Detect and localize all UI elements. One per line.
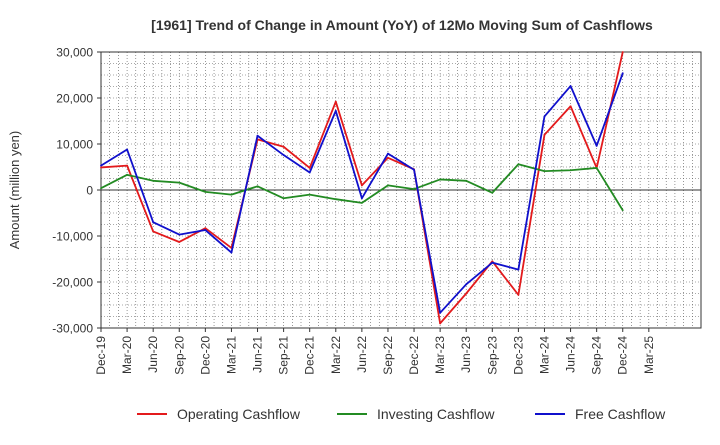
data-point-free-cashflow: [360, 197, 363, 200]
data-point-operating-cashflow: [517, 293, 520, 296]
x-tick-label: Sep-22: [381, 336, 395, 375]
data-point-operating-cashflow: [387, 156, 389, 159]
data-point-free-cashflow: [204, 229, 207, 231]
series-lines: [100, 51, 624, 325]
data-point-investing-cashflow: [282, 197, 285, 200]
y-axis-label: Amount (million yen): [7, 131, 22, 250]
data-point-investing-cashflow: [595, 167, 598, 169]
x-tick-label: Dec-23: [511, 336, 525, 375]
x-tick-label: Sep-20: [172, 336, 186, 375]
data-point-investing-cashflow: [439, 178, 442, 181]
data-point-operating-cashflow: [465, 292, 468, 295]
data-point-free-cashflow: [230, 251, 233, 254]
x-tick-label: Mar-22: [329, 336, 343, 374]
y-tick-label: 20,000: [56, 92, 93, 106]
data-point-operating-cashflow: [491, 260, 494, 263]
x-tick-label: Jun-20: [146, 336, 160, 373]
legend-label-operating-cashflow: Operating Cashflow: [177, 406, 301, 422]
data-point-investing-cashflow: [334, 198, 337, 201]
data-point-investing-cashflow: [204, 190, 207, 193]
data-point-free-cashflow: [256, 134, 259, 137]
y-tick-label: -30,000: [52, 322, 93, 336]
data-point-investing-cashflow: [387, 184, 389, 187]
data-point-investing-cashflow: [621, 209, 624, 212]
x-tick-label: Sep-23: [485, 336, 499, 375]
data-point-investing-cashflow: [491, 191, 494, 194]
y-axis-ticks: 30,000 20,000 10,000 0 -10,000 -20,000 -30,000: [52, 46, 101, 336]
data-point-operating-cashflow: [308, 167, 311, 169]
data-point-operating-cashflow: [178, 241, 181, 243]
data-point-investing-cashflow: [100, 187, 102, 190]
data-point-free-cashflow: [621, 72, 624, 75]
data-point-investing-cashflow: [230, 193, 233, 196]
x-tick-label: Mar-20: [120, 336, 134, 374]
x-tick-label: Dec-24: [616, 336, 630, 375]
x-tick-label: Sep-21: [277, 336, 291, 375]
legend-label-investing-cashflow: Investing Cashflow: [377, 406, 495, 422]
data-point-operating-cashflow: [569, 105, 572, 108]
x-tick-label: Sep-24: [590, 336, 604, 375]
x-tick-label: Jun-22: [355, 336, 369, 373]
data-point-free-cashflow: [152, 221, 155, 224]
x-tick-label: Jun-21: [251, 336, 265, 373]
data-point-free-cashflow: [334, 109, 337, 112]
data-point-investing-cashflow: [126, 173, 128, 176]
x-tick-label: Jun-23: [459, 336, 473, 373]
data-point-operating-cashflow: [360, 184, 363, 187]
data-point-free-cashflow: [126, 148, 128, 151]
data-point-free-cashflow: [569, 85, 572, 87]
x-tick-label: Dec-19: [94, 336, 108, 375]
x-tick-label: Dec-20: [198, 336, 212, 375]
data-point-free-cashflow: [178, 233, 181, 236]
x-tick-label: Mar-25: [642, 336, 656, 374]
data-point-investing-cashflow: [543, 170, 546, 173]
data-point-operating-cashflow: [204, 227, 207, 230]
data-point-free-cashflow: [465, 283, 468, 286]
data-point-investing-cashflow: [308, 193, 311, 196]
data-point-operating-cashflow: [282, 145, 285, 148]
data-point-free-cashflow: [282, 154, 285, 156]
data-point-free-cashflow: [413, 168, 415, 171]
data-point-investing-cashflow: [360, 201, 363, 204]
x-tick-label: Mar-23: [433, 336, 447, 374]
y-tick-label: -10,000: [52, 230, 93, 244]
data-point-investing-cashflow: [413, 188, 415, 190]
x-tick-label: Dec-22: [407, 336, 421, 375]
data-point-free-cashflow: [100, 164, 102, 167]
data-point-operating-cashflow: [152, 230, 155, 233]
data-point-free-cashflow: [595, 144, 598, 147]
data-point-investing-cashflow: [178, 181, 181, 184]
x-tick-label: Dec-21: [303, 336, 317, 375]
x-tick-label: Mar-24: [537, 336, 551, 374]
data-point-free-cashflow: [517, 268, 520, 271]
data-point-investing-cashflow: [152, 179, 155, 182]
x-tick-label: Mar-21: [224, 336, 238, 374]
data-point-free-cashflow: [491, 261, 494, 264]
y-tick-label: 30,000: [56, 46, 93, 60]
legend-label-free-cashflow: Free Cashflow: [575, 406, 666, 422]
data-point-free-cashflow: [387, 152, 389, 155]
data-point-investing-cashflow: [517, 163, 520, 166]
data-point-operating-cashflow: [621, 51, 624, 53]
chart-title: [1961] Trend of Change in Amount (YoY) o…: [151, 17, 653, 33]
data-point-investing-cashflow: [569, 169, 572, 172]
legend: Operating Cashflow Investing Cashflow Free…: [137, 406, 666, 422]
data-point-free-cashflow: [308, 171, 311, 174]
data-point-operating-cashflow: [126, 164, 128, 167]
data-point-operating-cashflow: [334, 100, 337, 103]
data-point-operating-cashflow: [100, 166, 102, 169]
y-tick-label: 0: [86, 184, 93, 198]
x-axis-ticks: Dec-19 Mar-20 Jun-20 Sep-20 Dec-20 Mar-21 Jun-…: [94, 328, 656, 375]
data-point-operating-cashflow: [543, 133, 546, 136]
y-tick-label: -20,000: [52, 276, 93, 290]
data-point-investing-cashflow: [465, 179, 468, 182]
data-point-operating-cashflow: [439, 322, 442, 325]
x-tick-label: Jun-24: [564, 336, 578, 373]
data-point-free-cashflow: [439, 311, 442, 314]
data-point-investing-cashflow: [256, 185, 259, 188]
y-tick-label: 10,000: [56, 138, 93, 152]
data-point-free-cashflow: [543, 115, 546, 118]
